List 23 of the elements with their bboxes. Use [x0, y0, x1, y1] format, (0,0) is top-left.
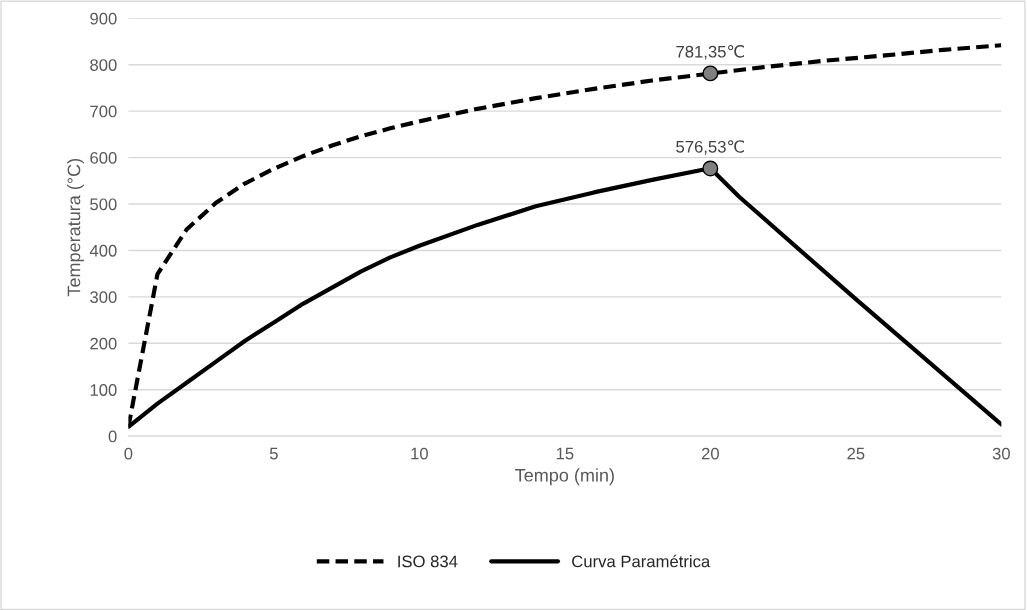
x-axis-title: Tempo (min) — [515, 468, 614, 486]
y-tick-label: 400 — [89, 244, 117, 257]
y-tick-label: 900 — [90, 12, 117, 25]
y-tick-label: 0 — [108, 430, 117, 443]
x-tick-label: 15 — [556, 447, 574, 460]
data-label: 781,35℃ — [676, 45, 745, 60]
x-tick-label: 25 — [847, 447, 865, 460]
x-tick-label: 20 — [701, 447, 719, 460]
y-tick-label: 300 — [90, 291, 117, 304]
y-tick-label: 800 — [90, 59, 117, 71]
y-tick-label: 700 — [90, 105, 117, 118]
y-tick-label: 200 — [90, 337, 117, 350]
legend-label: ISO 834 — [398, 555, 458, 568]
y-tick-label: 600 — [90, 151, 117, 164]
data-label: 576,53℃ — [676, 140, 745, 155]
y-tick-label: 100 — [90, 384, 117, 396]
legend-label: Curva Paramétrica — [572, 554, 711, 568]
y-axis-title: Temperatura (°C) — [67, 159, 84, 297]
x-tick-label: 0 — [124, 447, 133, 460]
x-tick-label: 5 — [269, 447, 278, 460]
y-tick-label: 500 — [90, 198, 117, 211]
x-tick-label: 10 — [411, 447, 428, 460]
x-tick-label: 30 — [992, 447, 1010, 460]
